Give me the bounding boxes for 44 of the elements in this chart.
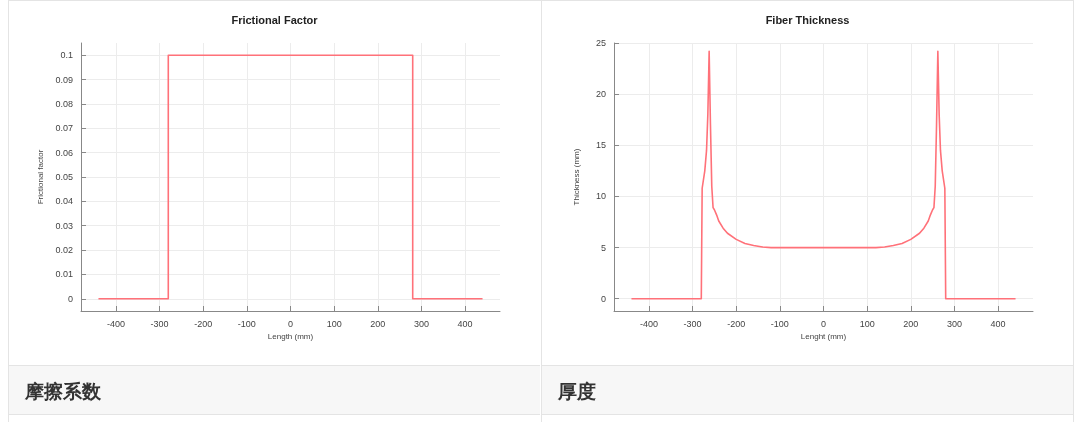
x-tick-label: 0 xyxy=(820,318,827,329)
x-tick-label: 0 xyxy=(287,318,294,329)
x-tick-label: 100 xyxy=(859,318,875,329)
text: 摩擦系数 xyxy=(9,365,540,415)
x-tick-label: 200 xyxy=(370,318,386,329)
x-tick-label: -400 xyxy=(639,318,658,329)
x-tick-label: 300 xyxy=(413,318,429,329)
y-tick-label: 0 xyxy=(600,293,606,304)
x-tick-label: -300 xyxy=(150,318,169,329)
y-tick-label: 10 xyxy=(595,191,606,202)
x-tick-label: -200 xyxy=(194,318,213,329)
line-series xyxy=(630,50,1017,300)
y-tick-label: 0.06 xyxy=(55,147,73,158)
y-axis-title: Thickness (mm) xyxy=(571,148,581,206)
x-tick-label: -100 xyxy=(237,318,256,329)
text: 厚度 xyxy=(542,365,1073,415)
x-tick-label: -300 xyxy=(683,318,702,329)
y-tick-label: 0 xyxy=(67,293,73,304)
x-tick-label: 300 xyxy=(946,318,962,329)
x-axis-title: Lenght (mm) xyxy=(800,332,847,342)
x-tick-label: 100 xyxy=(326,318,342,329)
y-axis-title: Frictional factor xyxy=(36,149,46,205)
y-tick-label: 25 xyxy=(595,38,606,48)
x-tick-label: -400 xyxy=(106,318,125,329)
y-tick-label: 15 xyxy=(595,140,606,151)
x-tick-label: 400 xyxy=(457,318,473,329)
x-axis-title: Length (mm) xyxy=(267,332,314,342)
chart-title: Frictional Factor xyxy=(231,13,319,26)
y-tick-label: 0.1 xyxy=(60,50,73,61)
x-tick-label: -200 xyxy=(727,318,746,329)
y-tick-label: 0.01 xyxy=(55,269,73,280)
x-tick-label: 200 xyxy=(903,318,919,329)
x-tick-label: 400 xyxy=(990,318,1006,329)
y-tick-label: 20 xyxy=(595,89,606,100)
y-tick-label: 0.04 xyxy=(55,196,73,207)
chart-title: Fiber Thickness xyxy=(765,13,850,26)
x-tick-label: -100 xyxy=(770,318,789,329)
y-tick-label: 0.09 xyxy=(55,74,73,85)
y-tick-label: 0.07 xyxy=(55,123,73,134)
y-tick-label: 5 xyxy=(600,242,606,253)
y-tick-label: 0.08 xyxy=(55,98,73,109)
y-tick-label: 0.05 xyxy=(55,172,73,182)
y-tick-label: 0.02 xyxy=(55,245,73,256)
y-tick-label: 0.03 xyxy=(55,220,73,231)
